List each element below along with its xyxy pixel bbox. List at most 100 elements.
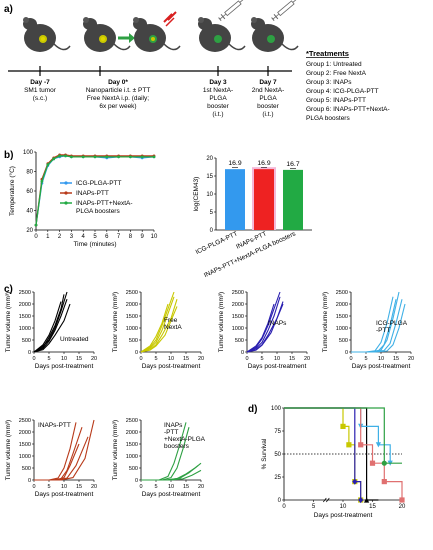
x-axis-label: Days post-treatment [142,363,201,370]
axis-break [326,497,330,503]
growth-curve [34,443,80,481]
x-tick-label: 0 [139,356,142,362]
mouse-icon [251,17,299,52]
y-axis-label: log(CEM43) [193,177,200,212]
survival-marker [399,497,405,503]
x-tick-label: 9 [141,234,145,240]
data-point [40,179,44,183]
y-tick-label: 0 [28,478,31,484]
y-axis-label: Tumor volume (mm³) [322,292,329,352]
growth-curve [246,303,275,353]
group-label: INAPs [268,320,287,327]
survival-marker [381,460,387,466]
x-tick-label: 5 [364,356,367,362]
growth-curve [246,291,281,353]
x-tick-label: 5 [312,504,316,510]
data-label: 16.7 [286,161,299,168]
survival-marker [358,442,364,448]
y-tick-label: 500 [22,338,31,344]
timeline-desc: (i.t.) [212,111,223,118]
cem43-bar-chart: 05101520log(CEM43)16.9ICG-PLGA-PTT16.9IN… [193,156,312,279]
x-tick-label: 20 [304,356,310,362]
y-tick-label: 2000 [126,302,138,308]
growth-curve [140,306,178,353]
y-tick-label: 1000 [126,326,138,332]
growth-curve [140,291,175,353]
panel-a-label: a) [4,4,13,15]
x-tick-label: 3 [70,234,74,240]
y-tick-label: 0 [241,350,244,356]
group-label: -PTT [376,327,390,334]
x-tick-label: 20 [399,504,406,510]
y-tick-label: 2500 [19,418,31,424]
x-tick-label: 0 [32,484,35,490]
x-tick-label: 7 [117,234,121,240]
legend-label: ICG-PLGA-PTT [76,180,122,187]
mouse-icon [198,17,246,52]
x-tick-label: 5 [260,356,263,362]
data-point [105,155,109,159]
timeline-day: Day 3 [209,79,227,86]
timeline-desc: SM1 tumor [24,87,57,94]
x-tick-label: 15 [289,356,295,362]
x-tick-label: 0 [34,234,38,240]
x-tick-label: 0 [139,484,142,490]
timeline-desc: booster [207,103,230,110]
x-axis-label: Time (minutes) [73,241,116,248]
survival-marker [358,496,364,504]
treatment-item: Group 2: Free NextA [306,70,367,77]
x-tick-label: 20 [91,356,97,362]
growth-curve [33,291,68,353]
timeline-desc: PLGA [209,95,227,102]
x-tick-label: 0 [349,356,352,362]
x-tick-label: 2 [58,234,62,240]
y-axis-label: Tumor volume (mm³) [112,292,119,352]
data-point [64,154,67,158]
timeline [8,66,292,76]
x-tick-label: 10 [61,356,67,362]
x-tick-label: 15 [76,356,82,362]
y-tick-label: 0 [278,498,282,504]
mouse-icon [133,17,181,52]
temperature-chart: 20 40 60 80 100 0 1 2 3 4 5 6 7 8 9 10 Time (minutes) Tem… [8,150,158,248]
treatments-list: *Treatments Group 1: Untreated Group 2: … [306,49,390,122]
x-tick-label: 15 [369,504,376,510]
x-tick-label: 6 [105,234,109,240]
x-tick-label: 20 [91,484,97,490]
x-tick-label: 20 [198,356,204,362]
timeline-desc: Nanoparticle i.t. ± PTT [86,87,151,94]
survival-curve [284,407,362,500]
x-tick-label: 20 [198,484,204,490]
y-tick-label: 2000 [19,302,31,308]
y-tick-label: 1500 [232,314,244,320]
y-tick-label: 1000 [19,326,31,332]
y-tick-label: 2500 [126,418,138,424]
x-tick-label: 15 [76,484,82,490]
timeline-day: Day 0* [108,79,128,86]
data-point [117,155,120,159]
x-tick-label: 5 [154,356,157,362]
timeline-day: Day -7 [30,79,50,86]
growth-curve [33,301,62,353]
y-tick-label: 2500 [232,290,244,296]
laser-icon [163,11,177,23]
timeline-desc: booster [257,103,280,110]
mouse-illustrations [23,0,299,52]
x-axis-label: Days post-treatment [248,363,307,370]
data-label: 16.9 [257,160,270,167]
treatment-item: Group 3: INAPs [306,79,352,86]
x-axis-label: Days post-treatment [35,363,94,370]
survival-marker [346,442,352,448]
x-tick-label: 15 [393,356,399,362]
growth-curve [33,303,71,353]
y-tick-label: 2500 [19,290,31,296]
x-tick-label: 0 [282,504,286,510]
x-axis-label: Days post-treatment [142,491,201,498]
x-tick-label: 10 [340,504,347,510]
x-tick-label: 10 [61,484,67,490]
y-tick-label: 0 [28,350,31,356]
